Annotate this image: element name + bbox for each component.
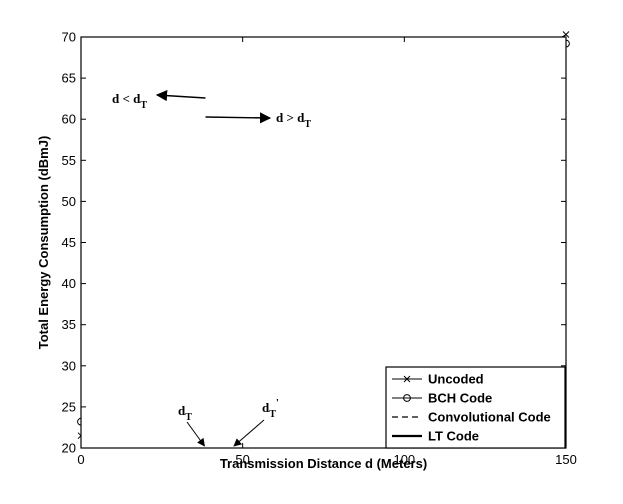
y-tick-label: 60 bbox=[62, 112, 76, 127]
region-arrow-left bbox=[155, 90, 206, 102]
x-tick-label: 150 bbox=[555, 452, 577, 467]
threshold-arrow-dT-prime bbox=[233, 419, 265, 447]
legend-label: LT Code bbox=[428, 429, 479, 444]
legend-label: BCH Code bbox=[428, 391, 492, 406]
y-tick-label: 20 bbox=[62, 441, 76, 456]
region-arrow-right bbox=[205, 112, 272, 124]
threshold-label-dT-prime: dT' bbox=[262, 397, 279, 420]
y-tick-label: 40 bbox=[62, 276, 76, 291]
annotations: d < dT d > dT dT dT' bbox=[112, 90, 311, 447]
y-tick-label: 50 bbox=[62, 194, 76, 209]
x-tick-label: 50 bbox=[235, 452, 249, 467]
threshold-label-dT: dT bbox=[178, 403, 192, 423]
legend: Uncoded BCH Code Convolutional Code LT Code bbox=[385, 366, 566, 449]
y-tick-label: 65 bbox=[62, 71, 76, 86]
y-tick-label: 55 bbox=[62, 153, 76, 168]
y-tick-label: 35 bbox=[62, 317, 76, 332]
legend-box bbox=[385, 366, 566, 449]
x-tick-label: 0 bbox=[77, 452, 84, 467]
region-label-left: d < dT bbox=[112, 91, 147, 111]
y-tick-label: 70 bbox=[62, 30, 76, 45]
y-tick-label: 25 bbox=[62, 399, 76, 414]
legend-marker bbox=[403, 394, 411, 402]
legend-label: Convolutional Code bbox=[428, 410, 551, 425]
threshold-arrow-dT bbox=[186, 421, 205, 447]
y-tick-label: 30 bbox=[62, 358, 76, 373]
legend-marker bbox=[403, 375, 411, 383]
region-label-right: d > dT bbox=[276, 110, 311, 130]
x-tick-label: 100 bbox=[393, 452, 415, 467]
x-axis-label: Transmission Distance d (Meters) bbox=[220, 456, 427, 471]
axes: 0 50 100 150 20 25 30 35 40 45 50 55 60 65 70 Transmiss… bbox=[36, 30, 577, 472]
legend-label: Uncoded bbox=[428, 372, 484, 387]
y-axis-label: Total Energy Consumption (dBmJ) bbox=[36, 136, 51, 350]
y-tick-label: 45 bbox=[62, 235, 76, 250]
